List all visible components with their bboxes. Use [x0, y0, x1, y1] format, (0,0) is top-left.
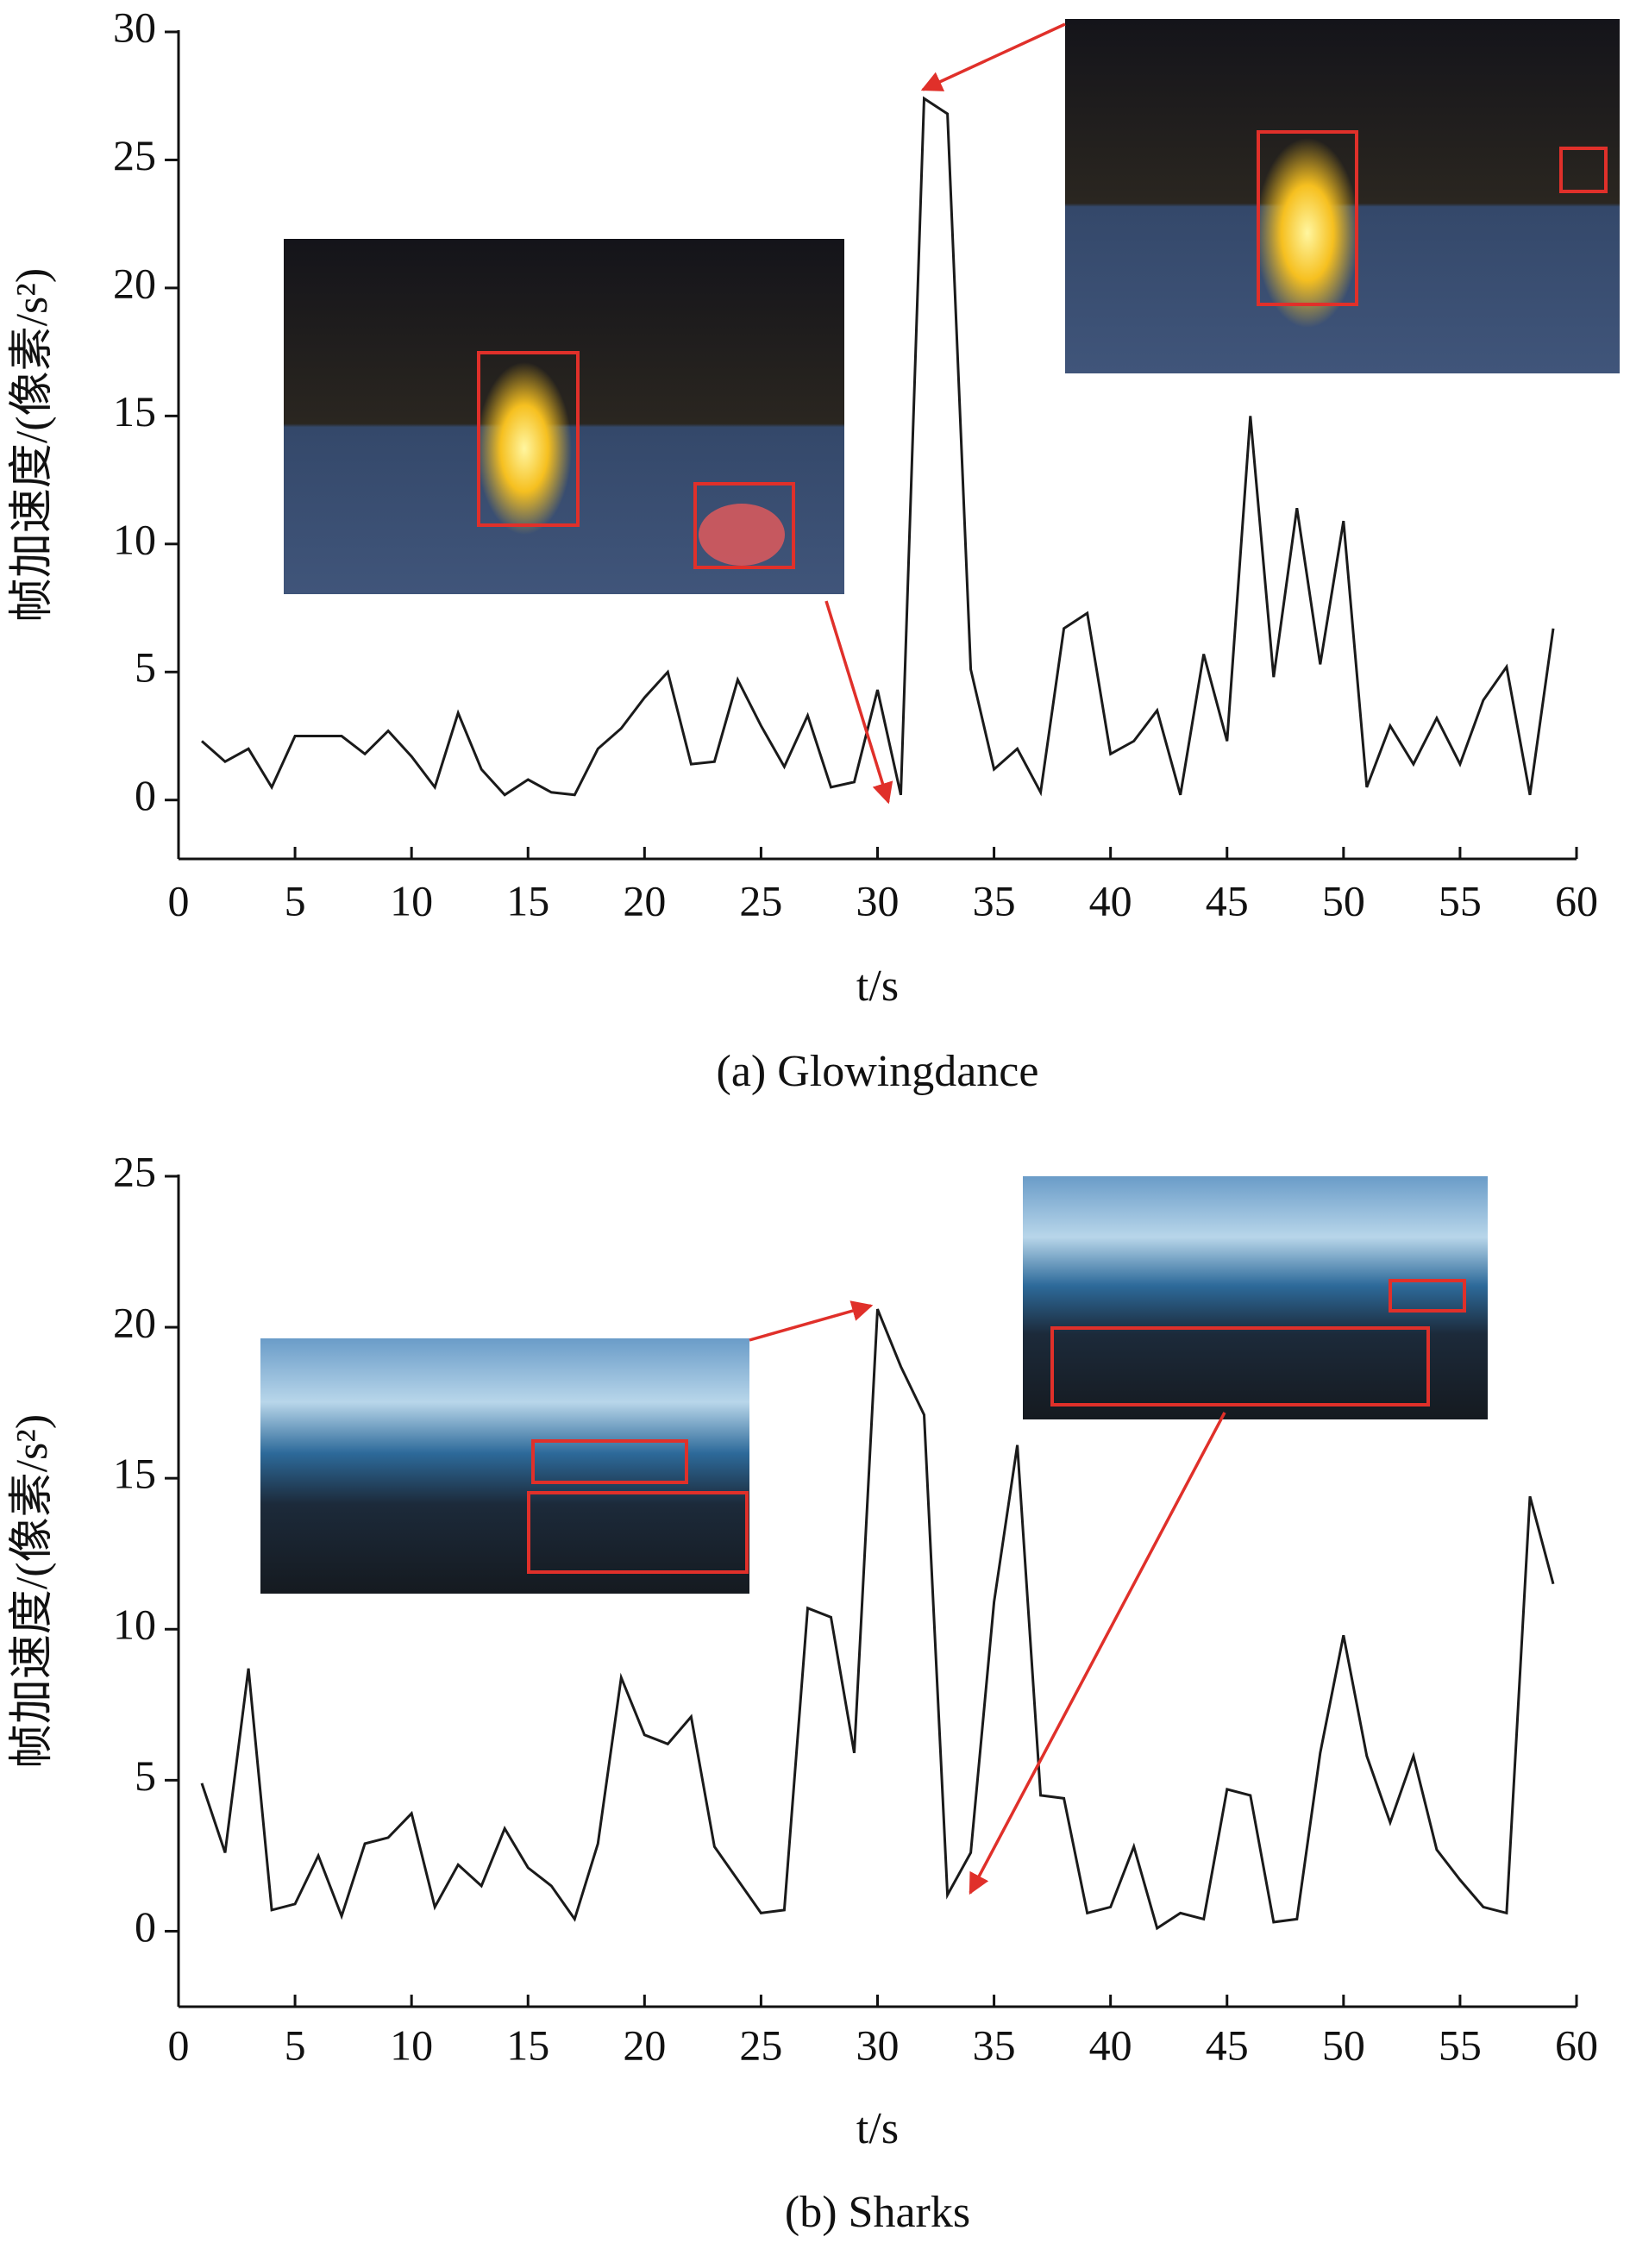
x-tick-label: 0: [168, 876, 190, 924]
y-tick-label: 15: [113, 1450, 156, 1498]
x-tick-label: 40: [1089, 2021, 1132, 2069]
y-axis-label: 帧加速度/(像素/s²): [8, 1414, 57, 1769]
x-tick-label: 50: [1322, 876, 1365, 924]
inset-box: [1050, 1326, 1430, 1407]
x-tick-label: 5: [285, 2021, 306, 2069]
y-tick-label: 20: [113, 1299, 156, 1347]
inset-box: [693, 482, 795, 569]
inset-object: [699, 504, 785, 566]
y-tick-label: 5: [135, 1751, 156, 1800]
inset-box: [1559, 147, 1608, 193]
x-tick-label: 10: [390, 876, 433, 924]
x-tick-label: 10: [390, 2021, 433, 2069]
y-tick-label: 25: [113, 131, 156, 179]
x-tick-label: 30: [856, 2021, 900, 2069]
insets: [260, 19, 1620, 1895]
inset-box: [531, 1439, 688, 1484]
x-tick-label: 20: [623, 876, 666, 924]
inset-box: [1257, 130, 1358, 306]
x-axis-label: t/s: [856, 962, 899, 1011]
arrow: [824, 600, 893, 805]
y-tick-label: 30: [113, 3, 156, 51]
caption: (b) Sharks: [785, 2188, 970, 2237]
x-tick-label: 60: [1555, 2021, 1598, 2069]
x-tick-label: 55: [1439, 876, 1482, 924]
inset-image: [1023, 1176, 1488, 1419]
inset-object: [477, 362, 572, 535]
x-tick-label: 60: [1555, 876, 1598, 924]
inset-object: [1256, 138, 1359, 328]
y-tick-label: 20: [113, 259, 156, 307]
x-tick-label: 55: [1439, 2021, 1482, 2069]
y-tick-label: 10: [113, 1601, 156, 1649]
x-tick-label: 35: [973, 2021, 1016, 2069]
caption: (a) Glowingdance: [717, 1047, 1039, 1096]
data-line: [200, 1308, 1555, 1931]
y-tick-label: 0: [135, 1902, 156, 1951]
arrow: [749, 1300, 874, 1342]
x-tick-label: 30: [856, 876, 900, 924]
x-tick-label: 35: [973, 876, 1016, 924]
y-tick-label: 5: [135, 643, 156, 692]
x-tick-label: 5: [285, 876, 306, 924]
x-tick-label: 15: [506, 876, 549, 924]
inset-image: [260, 1338, 749, 1594]
x-tick-label: 45: [1206, 2021, 1249, 2069]
arrow: [920, 22, 1066, 91]
x-tick-label: 20: [623, 2021, 666, 2069]
data-line: [201, 96, 1555, 797]
y-tick-label: 25: [113, 1147, 156, 1195]
inset-box: [1389, 1279, 1466, 1313]
x-tick-label: 15: [506, 2021, 549, 2069]
y-tick-label: 10: [113, 515, 156, 563]
x-tick-label: 25: [739, 876, 782, 924]
x-tick-label: 25: [739, 2021, 782, 2069]
arrow: [969, 1412, 1226, 1895]
x-tick-label: 40: [1089, 876, 1132, 924]
x-axis-label: t/s: [856, 2104, 899, 2153]
y-tick-label: 15: [113, 387, 156, 435]
y-axis-label: 帧加速度/(像素/s²): [8, 268, 57, 623]
x-tick-label: 0: [168, 2021, 190, 2069]
inset-box: [527, 1491, 749, 1574]
x-tick-label: 45: [1206, 876, 1249, 924]
x-tick-label: 50: [1322, 2021, 1365, 2069]
y-tick-label: 0: [135, 771, 156, 819]
inset-box: [477, 351, 580, 527]
